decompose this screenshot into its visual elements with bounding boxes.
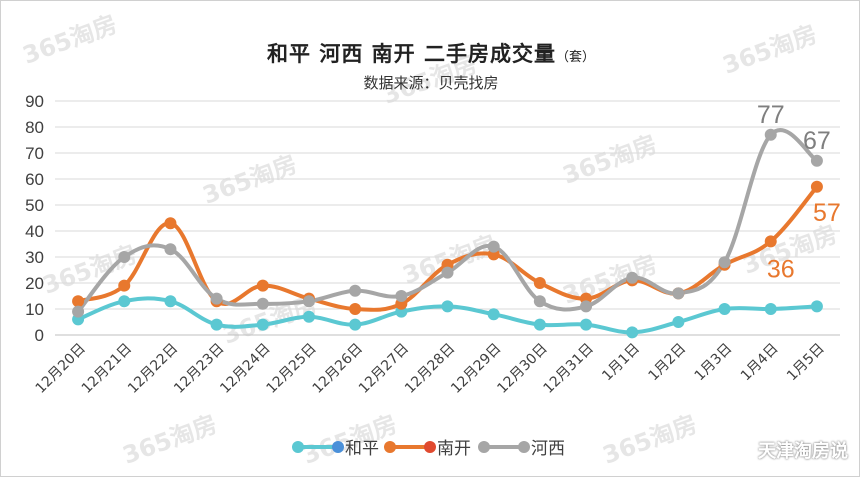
data-point-南开 <box>810 180 823 193</box>
data-label: 67 <box>803 127 831 155</box>
data-point-和平 <box>533 318 546 331</box>
y-tick-label: 60 <box>25 170 44 189</box>
data-label: 36 <box>767 255 795 283</box>
chart-title: 和平 河西 南开 二手房成交量 <box>267 42 556 66</box>
legend-marker-end-南开 <box>424 441 436 453</box>
data-point-河西 <box>533 295 546 308</box>
chart-title-wrap: 和平 河西 南开 二手房成交量（套） <box>0 38 862 68</box>
y-tick-label: 80 <box>25 118 44 137</box>
legend-marker-end-河西 <box>518 441 530 453</box>
data-point-河西 <box>810 154 823 167</box>
data-point-河西 <box>672 287 685 300</box>
data-label: 57 <box>813 199 841 227</box>
y-tick-label: 40 <box>25 222 44 241</box>
chart-title-unit: （套） <box>555 50 595 65</box>
data-point-和平 <box>487 308 500 321</box>
legend-marker-河西 <box>478 441 490 453</box>
data-point-河西 <box>487 240 500 253</box>
y-tick-label: 90 <box>25 92 44 111</box>
data-point-河西 <box>395 290 408 302</box>
data-point-南开 <box>164 217 177 230</box>
x-tick-label: 1月1日 <box>599 341 643 385</box>
data-point-和平 <box>256 318 269 331</box>
y-tick-label: 10 <box>25 300 44 319</box>
data-point-河西 <box>626 271 639 284</box>
legend-label-南开: 南开 <box>437 439 471 459</box>
y-tick-label: 30 <box>25 248 44 267</box>
y-tick-label: 20 <box>25 274 44 293</box>
data-point-南开 <box>118 279 131 292</box>
data-point-和平 <box>672 316 685 328</box>
y-tick-label: 50 <box>25 196 44 215</box>
x-tick-label: 1月3日 <box>692 341 736 385</box>
data-point-河西 <box>118 251 131 263</box>
data-point-河西 <box>349 284 362 297</box>
data-point-河西 <box>718 256 731 269</box>
data-point-河西 <box>580 300 593 313</box>
brand-label: 天津淘房说 <box>758 441 848 462</box>
data-point-和平 <box>164 295 177 308</box>
data-point-和平 <box>349 318 362 331</box>
data-point-河西 <box>164 243 177 256</box>
data-point-和平 <box>118 295 131 308</box>
data-point-和平 <box>441 300 454 313</box>
data-label: 77 <box>757 101 785 129</box>
data-point-和平 <box>302 310 315 323</box>
data-point-河西 <box>764 128 777 141</box>
legend-marker-和平 <box>292 441 304 453</box>
x-tick-label: 1月4日 <box>738 341 782 385</box>
data-point-和平 <box>580 318 593 331</box>
data-point-南开 <box>533 277 546 289</box>
data-point-南开 <box>72 295 85 308</box>
data-point-河西 <box>210 292 223 305</box>
data-point-和平 <box>718 303 731 315</box>
data-point-南开 <box>349 303 362 315</box>
data-point-和平 <box>210 318 223 331</box>
data-point-河西 <box>302 295 315 308</box>
legend-label-河西: 河西 <box>531 439 565 459</box>
x-tick-label: 12月31日 <box>541 341 597 397</box>
y-tick-label: 0 <box>35 326 44 345</box>
legend-label-和平: 和平 <box>345 439 379 459</box>
data-point-南开 <box>764 235 777 248</box>
x-tick-label: 1月2日 <box>645 341 689 385</box>
data-point-河西 <box>441 266 454 279</box>
x-tick-label: 1月5日 <box>784 341 828 385</box>
series-line-南开 <box>77 185 819 312</box>
data-point-南开 <box>256 279 269 292</box>
data-point-河西 <box>256 297 269 310</box>
legend-marker-end-和平 <box>332 441 344 453</box>
y-tick-label: 70 <box>25 144 44 163</box>
data-point-和平 <box>810 300 823 313</box>
chart-subtitle: 数据来源：贝壳找房 <box>363 74 499 92</box>
series-line-河西 <box>76 128 819 313</box>
data-point-和平 <box>626 326 639 339</box>
legend-marker-南开 <box>384 441 396 453</box>
data-point-河西 <box>72 305 85 318</box>
data-point-和平 <box>764 303 777 315</box>
